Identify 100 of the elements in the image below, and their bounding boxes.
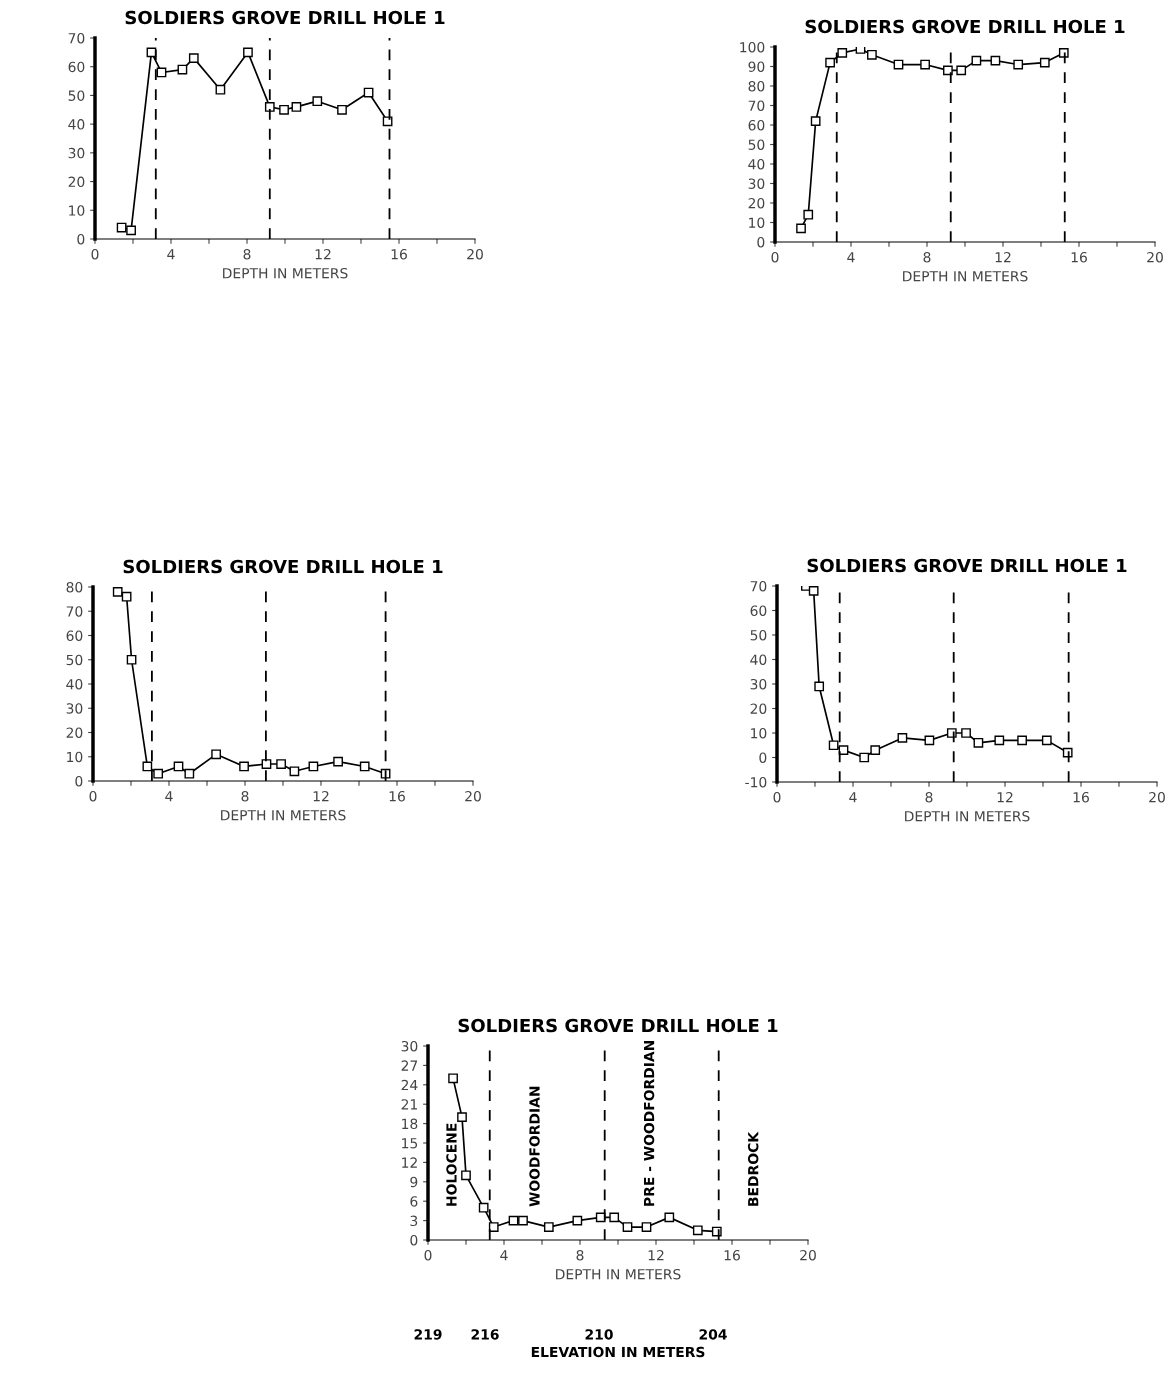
annotation: HOLOCENE bbox=[446, 1123, 457, 1206]
point bbox=[796, 223, 806, 234]
point bbox=[1041, 735, 1052, 746]
y-tick-label: 40 bbox=[750, 654, 767, 665]
x-tick-label: 16 bbox=[391, 248, 407, 260]
x2-axis-title: ELEVATION IN METERS bbox=[531, 1346, 705, 1358]
y-tick-label: 70 bbox=[68, 32, 85, 44]
point bbox=[153, 768, 164, 779]
x-tick-label: 16 bbox=[389, 790, 405, 802]
x-tick-label: 16 bbox=[1073, 791, 1089, 803]
y-tick-label: 30 bbox=[68, 147, 85, 159]
point bbox=[276, 759, 286, 769]
y-tick-label: 20 bbox=[66, 727, 83, 738]
point bbox=[264, 102, 275, 112]
chart-title: SOLDIERS GROVE DRILL HOLE 1 bbox=[458, 1018, 778, 1033]
chart-title: SOLDIERS GROVE DRILL HOLE 1 bbox=[805, 19, 1125, 34]
point bbox=[810, 116, 821, 126]
point bbox=[382, 116, 393, 127]
x-tick-label: 8 bbox=[925, 791, 933, 803]
point bbox=[956, 65, 967, 76]
x-axis-title: DEPTH IN METERS bbox=[221, 809, 346, 821]
annotation: PRE - WOODFORDIAN bbox=[643, 1040, 655, 1206]
point bbox=[126, 654, 137, 665]
x-tick-label: 20 bbox=[1147, 251, 1163, 263]
point bbox=[990, 55, 1001, 66]
point bbox=[488, 1222, 499, 1232]
point bbox=[814, 681, 825, 692]
y-tick-label: 10 bbox=[67, 751, 83, 763]
x-tick-label: 12 bbox=[313, 790, 329, 802]
x-tick-label: 4 bbox=[500, 1250, 508, 1261]
y-tick-label: 60 bbox=[748, 119, 765, 131]
y-tick-label: 30 bbox=[750, 678, 767, 690]
y-tick-label: 0 bbox=[75, 775, 83, 787]
point bbox=[211, 749, 221, 760]
x-axis-title: DEPTH IN METERS bbox=[223, 267, 348, 279]
y-tick-label: 20 bbox=[68, 176, 85, 188]
point bbox=[920, 59, 930, 70]
x-tick-label: 12 bbox=[995, 251, 1011, 263]
x-tick-label: 0 bbox=[773, 791, 781, 803]
chart-title: SOLDIERS GROVE DRILL HOLE 1 bbox=[807, 558, 1127, 573]
chart-title: SOLDIERS GROVE DRILL HOLE 1 bbox=[123, 559, 443, 574]
point bbox=[609, 1212, 620, 1223]
point bbox=[808, 586, 819, 596]
x-tick-label: 0 bbox=[91, 248, 99, 260]
point bbox=[572, 1215, 583, 1226]
point bbox=[961, 728, 971, 738]
x2-tick-label: 219 bbox=[414, 1329, 442, 1340]
y-tick-label: 15 bbox=[402, 1138, 418, 1149]
y-tick-label: 20 bbox=[748, 197, 765, 209]
point bbox=[897, 733, 908, 743]
point bbox=[261, 759, 272, 769]
y-tick-label: 30 bbox=[66, 703, 83, 714]
y-tick-label: 27 bbox=[401, 1060, 418, 1071]
x-tick-label: 12 bbox=[315, 248, 331, 260]
point bbox=[142, 761, 153, 772]
y-tick-label: 10 bbox=[749, 217, 765, 228]
y-tick-label: 80 bbox=[66, 581, 83, 593]
y-tick-label: 100 bbox=[740, 41, 765, 53]
point bbox=[622, 1222, 633, 1232]
point bbox=[215, 84, 226, 95]
point bbox=[239, 761, 249, 772]
point bbox=[359, 761, 370, 772]
x2-tick-label: 210 bbox=[585, 1329, 613, 1340]
point bbox=[867, 49, 877, 60]
point bbox=[279, 104, 289, 115]
y-tick-label: 12 bbox=[402, 1157, 417, 1168]
y-tick-label: 0 bbox=[757, 236, 765, 248]
point bbox=[333, 756, 343, 767]
y-tick-label: 70 bbox=[750, 580, 767, 592]
point bbox=[837, 47, 848, 58]
point bbox=[1017, 735, 1027, 746]
x-tick-label: 8 bbox=[241, 790, 249, 802]
y-tick-label: 30 bbox=[748, 178, 765, 189]
point bbox=[664, 1212, 675, 1223]
y-tick-label: 70 bbox=[748, 100, 765, 111]
x-tick-label: 0 bbox=[424, 1249, 432, 1261]
point bbox=[337, 104, 347, 115]
x-tick-label: 20 bbox=[465, 790, 481, 802]
y-tick-label: 60 bbox=[66, 630, 83, 641]
y-tick-label: 40 bbox=[68, 119, 85, 130]
point bbox=[543, 1222, 554, 1232]
point bbox=[994, 735, 1005, 746]
y-tick-label: 50 bbox=[750, 629, 767, 641]
x-tick-label: 12 bbox=[997, 791, 1013, 803]
point bbox=[1013, 59, 1024, 70]
y-tick-label: 60 bbox=[750, 605, 767, 616]
y-tick-label: 0 bbox=[759, 752, 767, 763]
y-tick-label: 10 bbox=[69, 205, 85, 216]
point bbox=[692, 1225, 703, 1236]
chart-title: SOLDIERS GROVE DRILL HOLE 1 bbox=[125, 10, 445, 25]
x-tick-label: 4 bbox=[849, 792, 857, 803]
y-tick-label: -10 bbox=[745, 776, 767, 788]
point bbox=[825, 57, 835, 68]
x-tick-label: 0 bbox=[89, 790, 97, 802]
point bbox=[312, 96, 323, 107]
point bbox=[291, 102, 302, 112]
x-tick-label: 8 bbox=[576, 1249, 584, 1261]
point bbox=[478, 1202, 489, 1213]
point bbox=[188, 53, 199, 63]
y-tick-label: 24 bbox=[401, 1079, 418, 1091]
